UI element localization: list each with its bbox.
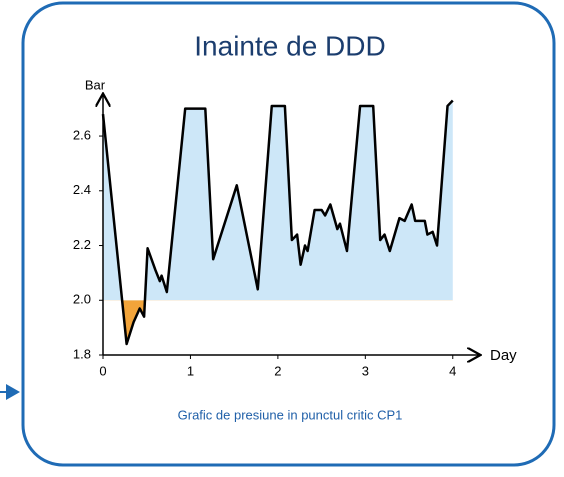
y-tick-label: 2.0 [73, 292, 91, 307]
x-tick-label: 0 [99, 363, 106, 378]
x-tick-label: 1 [187, 363, 194, 378]
x-axis-label: Day [490, 347, 517, 364]
area-above [103, 100, 453, 301]
x-tick-label: 3 [362, 363, 369, 378]
y-tick-label: 1.8 [73, 346, 91, 361]
y-tick-label: 2.4 [73, 182, 91, 197]
x-tick-label: 2 [274, 363, 281, 378]
chart-title: Inainte de DDD [194, 30, 385, 61]
caption: Grafic de presiune in punctul critic CP1 [178, 407, 403, 422]
y-axis-label: Bar [85, 77, 106, 92]
y-tick-label: 2.2 [73, 237, 91, 252]
y-tick-label: 2.6 [73, 127, 91, 142]
line [101, 99, 454, 346]
x-tick-label: 4 [449, 363, 456, 378]
